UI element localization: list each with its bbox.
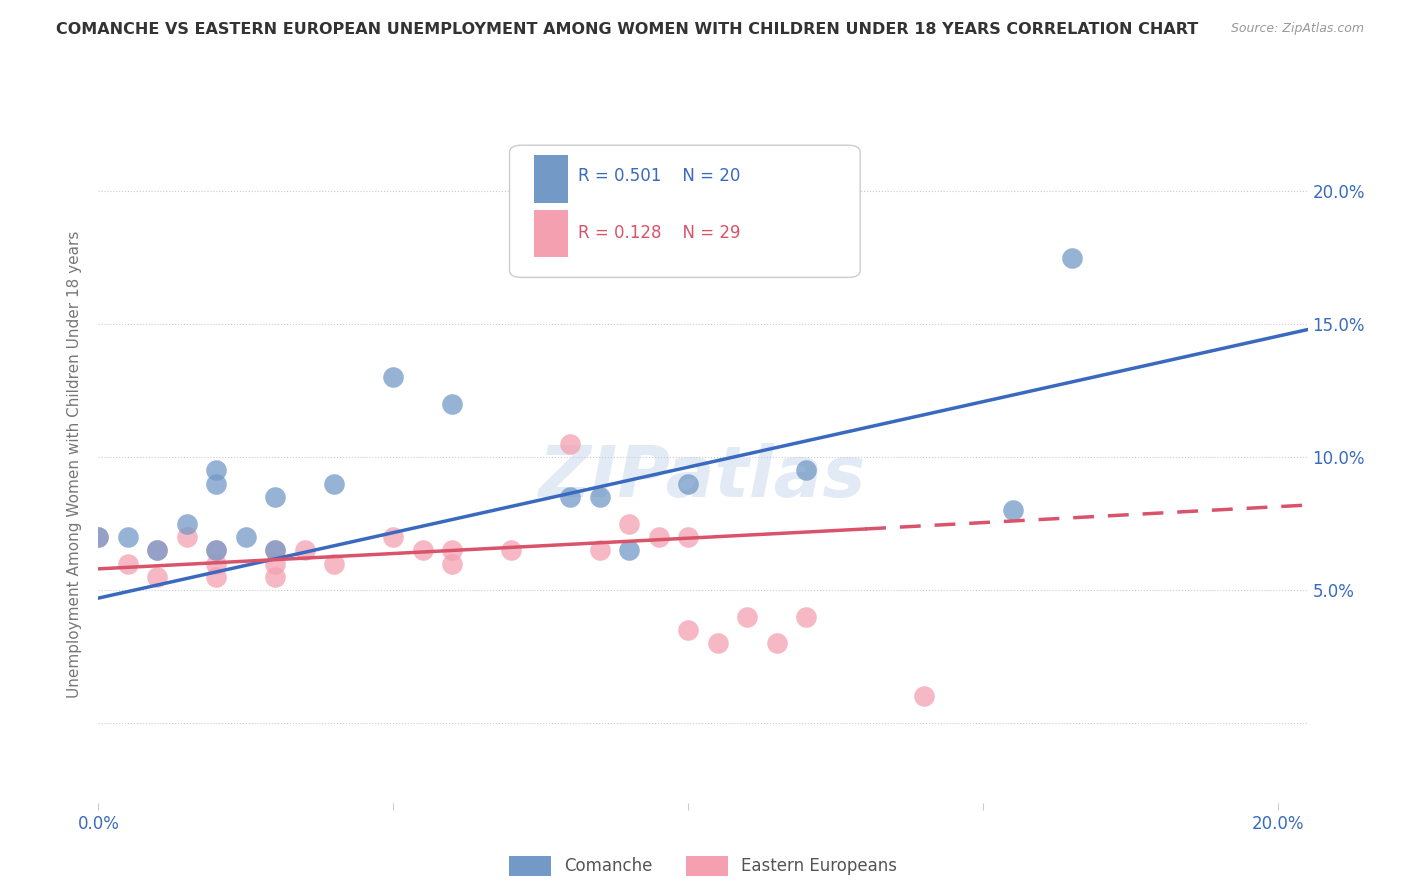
Point — [205, 543, 228, 558]
Point — [87, 530, 110, 544]
Point — [264, 557, 287, 571]
Point — [235, 530, 257, 544]
Point — [678, 476, 700, 491]
Point — [412, 543, 434, 558]
Point — [765, 636, 787, 650]
FancyBboxPatch shape — [534, 155, 568, 202]
Point — [382, 530, 405, 544]
Point — [794, 463, 817, 477]
Point — [323, 557, 346, 571]
Point — [264, 570, 287, 584]
Y-axis label: Unemployment Among Women with Children Under 18 years: Unemployment Among Women with Children U… — [67, 230, 83, 698]
Point — [560, 437, 582, 451]
Text: R = 0.501    N = 20: R = 0.501 N = 20 — [578, 167, 741, 185]
Point — [117, 530, 139, 544]
Point — [205, 543, 228, 558]
Point — [176, 530, 198, 544]
FancyBboxPatch shape — [509, 145, 860, 277]
Text: R = 0.128    N = 29: R = 0.128 N = 29 — [578, 225, 741, 243]
Point — [589, 490, 612, 504]
Point — [1001, 503, 1024, 517]
Point — [706, 636, 728, 650]
Point — [678, 530, 700, 544]
Point — [176, 516, 198, 531]
Text: ZIPatlas: ZIPatlas — [540, 443, 866, 512]
Point — [323, 476, 346, 491]
Point — [382, 370, 405, 384]
Point — [441, 397, 464, 411]
Point — [87, 530, 110, 544]
Point — [205, 570, 228, 584]
Text: Source: ZipAtlas.com: Source: ZipAtlas.com — [1230, 22, 1364, 36]
Point — [441, 557, 464, 571]
Text: COMANCHE VS EASTERN EUROPEAN UNEMPLOYMENT AMONG WOMEN WITH CHILDREN UNDER 18 YEA: COMANCHE VS EASTERN EUROPEAN UNEMPLOYMEN… — [56, 22, 1198, 37]
Point — [146, 543, 169, 558]
Legend: Comanche, Eastern Europeans: Comanche, Eastern Europeans — [502, 849, 904, 882]
FancyBboxPatch shape — [534, 210, 568, 257]
Point — [146, 543, 169, 558]
Point — [648, 530, 671, 544]
Point — [794, 609, 817, 624]
Point — [294, 543, 316, 558]
Point — [146, 570, 169, 584]
Point — [264, 490, 287, 504]
Point — [501, 543, 523, 558]
Point — [619, 516, 641, 531]
Point — [441, 543, 464, 558]
Point — [117, 557, 139, 571]
Point — [205, 476, 228, 491]
Point — [205, 463, 228, 477]
Point — [1060, 251, 1083, 265]
Point — [735, 609, 758, 624]
Point — [678, 623, 700, 637]
Point — [560, 490, 582, 504]
Point — [589, 543, 612, 558]
Point — [264, 543, 287, 558]
Point — [264, 543, 287, 558]
Point — [619, 543, 641, 558]
Point — [205, 557, 228, 571]
Point — [912, 690, 935, 704]
